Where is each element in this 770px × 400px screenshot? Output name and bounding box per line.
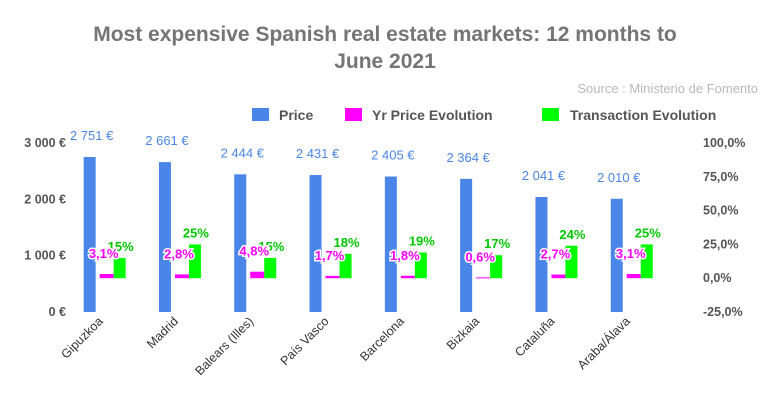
price-data-label: 2 364 € [446, 150, 490, 165]
left-axis-tick-label: 1 000 € [24, 249, 66, 263]
transaction-evolution-data-label: 15% [108, 239, 134, 254]
transaction-evolution-bar [490, 255, 503, 279]
category-labels: Gipuzkoa Madrid Balears (Illes) País Vasco B… [59, 313, 633, 378]
category-label: País Vasco [278, 314, 332, 368]
transaction-evolution-data-label: 24% [559, 227, 585, 242]
yr-price-evolution-data-label: 4,8% [239, 244, 269, 259]
legend-label-price: Price [279, 107, 313, 123]
price-bar [234, 174, 247, 312]
transaction-evolution-bar [113, 257, 126, 279]
transaction-evolution-bar [188, 244, 201, 279]
category-label: Araba/Álava [574, 313, 633, 372]
right-axis-tick-label: 0,0% [703, 271, 732, 285]
right-axis-tick-label: 25,0% [703, 237, 738, 251]
price-bar [158, 162, 171, 312]
transaction-evolution-data-label: 18% [334, 235, 360, 250]
yr-price-evolution-bar [551, 274, 566, 279]
bars-layer [83, 157, 653, 312]
price-data-label: 2 751 € [70, 128, 114, 143]
price-data-label: 2 010 € [597, 170, 641, 185]
legend: Price Yr Price Evolution Transaction Evo… [252, 107, 716, 123]
yr-price-evolution-data-label: 2,8% [164, 246, 194, 261]
price-bar [610, 198, 623, 312]
legend-label-transaction-evolution: Transaction Evolution [570, 107, 716, 123]
category-label: Cataluña [512, 314, 557, 359]
transaction-evolution-bar [264, 257, 277, 279]
yr-price-evolution-bar [99, 274, 114, 279]
yr-price-evolution-bar [325, 275, 340, 279]
left-axis: 0 € 1 000 € 2 000 € 3 000 € [24, 136, 66, 319]
yr-price-evolution-bar [250, 271, 265, 279]
price-data-label: 2 041 € [522, 168, 566, 183]
transaction-evolution-data-label: 25% [635, 225, 661, 240]
price-data-label: 2 661 € [145, 133, 189, 148]
transaction-evolution-data-label: 17% [484, 236, 510, 251]
price-data-label: 2 405 € [371, 148, 415, 163]
transaction-evolution-data-label: 19% [409, 234, 435, 249]
price-bar [384, 176, 397, 312]
transaction-evolution-bar [565, 245, 578, 279]
yr-price-evolution-data-label: 1,8% [390, 248, 420, 263]
category-label: Balears (Illes) [192, 314, 256, 378]
left-axis-tick-label: 3 000 € [24, 136, 66, 150]
legend-label-yr-price-evolution: Yr Price Evolution [372, 107, 493, 123]
legend-swatch-transaction-evolution [542, 108, 559, 121]
yr-price-evolution-data-label: 1,7% [315, 248, 345, 263]
legend-swatch-price [252, 108, 269, 121]
source-note: Source : Ministerio de Fomento [577, 81, 758, 96]
yr-price-evolution-data-label: 3,1% [89, 246, 119, 261]
yr-price-evolution-data-label: 0,6% [465, 249, 495, 264]
right-axis-tick-label: -25,0% [703, 305, 743, 319]
chart-title-line-1: Most expensive Spanish real estate marke… [93, 23, 677, 46]
price-data-label: 2 431 € [296, 146, 340, 161]
left-axis-tick-label: 2 000 € [24, 192, 66, 206]
category-label: Bizkaia [444, 314, 482, 352]
transaction-evolution-bar [339, 253, 352, 279]
left-axis-tick-label: 0 € [49, 305, 66, 319]
price-bar [309, 175, 322, 312]
category-label: Barcelona [357, 314, 407, 364]
right-axis-tick-label: 50,0% [703, 204, 738, 218]
yr-price-evolution-bar [626, 274, 641, 279]
right-axis-tick-label: 75,0% [703, 170, 738, 184]
right-axis: -25,0% 0,0% 25,0% 50,0% 75,0% 100,0% [703, 136, 745, 319]
price-bar [535, 197, 548, 312]
price-bar [83, 157, 96, 312]
yr-price-evolution-data-label: 2,7% [541, 247, 571, 262]
yr-price-evolution-bar [476, 277, 491, 279]
price-data-label: 2 444 € [221, 145, 265, 160]
transaction-evolution-data-label: 15% [258, 239, 284, 254]
chart-title-line-2: June 2021 [334, 50, 436, 73]
price-bar [460, 178, 473, 312]
transaction-evolution-bar [640, 244, 653, 279]
transaction-evolution-data-label: 25% [183, 225, 209, 240]
data-labels-layer: 2 751 €15%3,1%2 661 €25%2,8%2 444 €15%4,… [70, 128, 661, 266]
category-label: Gipuzkoa [59, 314, 106, 361]
yr-price-evolution-bar [174, 274, 189, 279]
legend-swatch-yr-price-evolution [345, 108, 362, 121]
category-label: Madrid [144, 314, 181, 351]
transaction-evolution-bar [414, 252, 427, 279]
yr-price-evolution-data-label: 3,1% [616, 246, 646, 261]
right-axis-tick-label: 100,0% [703, 136, 745, 150]
yr-price-evolution-bar [400, 275, 415, 279]
